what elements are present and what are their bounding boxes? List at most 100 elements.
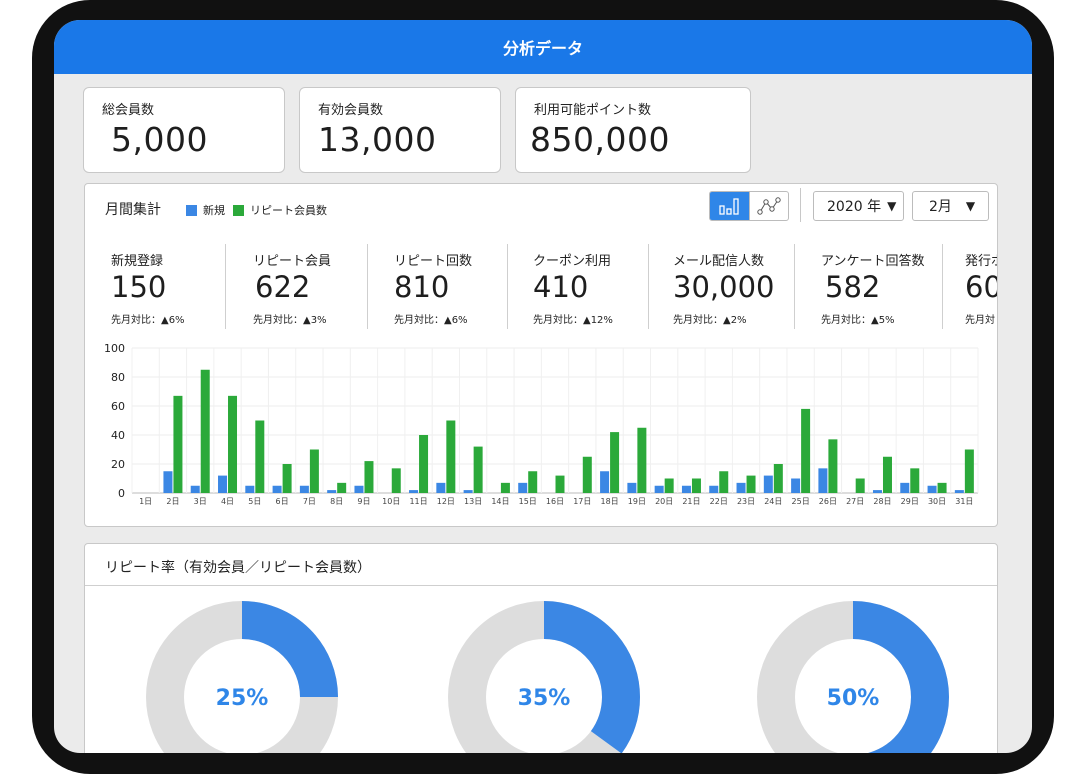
x-tick-label: 27日 [846, 497, 864, 506]
legend-swatch-repeat [233, 204, 244, 216]
bar-repeat [691, 478, 701, 493]
bar-new [763, 475, 773, 493]
summary-value: 13,000 [318, 120, 437, 159]
bar-new [709, 485, 719, 493]
bar-repeat [555, 475, 565, 493]
month-select[interactable]: 2月 ▼ [912, 191, 989, 221]
x-tick-label: 18日 [600, 497, 618, 506]
donut-value-arc [757, 601, 949, 753]
x-tick-label: 31日 [955, 497, 973, 506]
y-tick-label: 0 [118, 487, 125, 500]
legend-label: リピート会員数 [250, 204, 327, 217]
legend-new: 新規 [186, 202, 225, 218]
x-tick-label: 28日 [873, 497, 891, 506]
bar-repeat [964, 449, 974, 493]
monthly-panel: 月間集計 新規 リピート会員数 [84, 183, 998, 527]
metric-value: 810 [394, 270, 450, 304]
x-tick-label: 29日 [901, 497, 919, 506]
summary-label: 有効会員数 [318, 103, 384, 118]
metric-value: 150 [111, 270, 167, 304]
bar-new [681, 485, 691, 493]
bar-repeat [828, 439, 838, 493]
x-tick-label: 21日 [682, 497, 700, 506]
triangle-down-icon: ▼ [887, 199, 897, 213]
bar-new [627, 482, 637, 493]
bar-new [245, 485, 255, 493]
bar-new [409, 490, 419, 493]
metric-divider [225, 244, 226, 329]
line-chart-icon [757, 197, 781, 215]
toolbar-divider [800, 188, 801, 222]
bar-new [463, 490, 473, 493]
x-tick-label: 26日 [819, 497, 837, 506]
metrics-row: 新規登録 150 先月対比：▲6% リピート会員 622 先月対比：▲3% リピ… [85, 244, 997, 329]
bar-repeat [882, 456, 892, 493]
bar-repeat [337, 482, 347, 493]
donut-percent-label: 50% [827, 686, 880, 711]
x-tick-label: 24日 [764, 497, 782, 506]
x-tick-label: 9日 [357, 497, 370, 506]
x-tick-label: 7日 [303, 497, 316, 506]
y-tick-label: 60 [111, 400, 125, 413]
x-tick-label: 16日 [546, 497, 564, 506]
metric-value: 582 [825, 270, 881, 304]
bar-new [818, 468, 828, 493]
bar-chart-button[interactable] [710, 192, 749, 220]
repeat-rate-header: リピート率（有効会員／リピート会員数） [85, 544, 997, 586]
bar-repeat [173, 395, 183, 493]
metric-value: 60 [965, 270, 997, 304]
bar-repeat [937, 482, 947, 493]
metric-divider [794, 244, 795, 329]
bar-repeat [446, 420, 456, 493]
metric-delta: 先月対比：▲6% [394, 315, 468, 326]
legend-swatch-new [186, 204, 197, 216]
bar-new [163, 471, 173, 493]
line-chart-button[interactable] [748, 192, 789, 220]
x-tick-label: 14日 [491, 497, 509, 506]
metric-delta: 先月対比：▲2% [673, 315, 747, 326]
x-tick-label: 25日 [792, 497, 810, 506]
bar-repeat [200, 369, 210, 493]
bar-repeat [419, 435, 429, 493]
metric-divider [648, 244, 649, 329]
metric-delta: 先月対比：▲3% [253, 315, 327, 326]
bar-chart-icon [719, 198, 739, 215]
bar-new [927, 485, 937, 493]
legend-repeat: リピート会員数 [233, 202, 327, 218]
bar-new [954, 490, 964, 493]
summary-card-active-members: 有効会員数 13,000 [299, 87, 501, 173]
x-tick-label: 19日 [628, 497, 646, 506]
bar-new [791, 478, 801, 493]
bar-repeat [473, 446, 483, 493]
x-tick-label: 15日 [519, 497, 537, 506]
bar-repeat [746, 475, 756, 493]
summary-card-total-members: 総会員数 5,000 [83, 87, 285, 173]
donut-value-arc [448, 601, 640, 753]
bar-repeat [855, 478, 865, 493]
metric-label: メール配信人数 [673, 254, 765, 269]
year-select[interactable]: 2020 年 ▼ [813, 191, 904, 221]
metric-label: アンケート回答数 [821, 254, 925, 269]
bar-repeat [637, 427, 647, 493]
summary-card-available-points: 利用可能ポイント数 850,000 [515, 87, 751, 173]
bar-new [900, 482, 910, 493]
y-tick-label: 80 [111, 371, 125, 384]
bar-repeat [801, 408, 811, 493]
x-tick-label: 17日 [573, 497, 591, 506]
metric-value: 410 [533, 270, 589, 304]
metric-delta: 先月対 [965, 315, 995, 326]
monthly-title: 月間集計 [105, 202, 161, 218]
bar-new [518, 482, 528, 493]
x-tick-label: 10日 [382, 497, 400, 506]
x-tick-label: 5日 [248, 497, 261, 506]
bar-new [654, 485, 664, 493]
x-tick-label: 3日 [194, 497, 207, 506]
triangle-down-icon: ▼ [965, 199, 976, 213]
bar-new [327, 490, 337, 493]
y-tick-label: 20 [111, 458, 125, 471]
bar-repeat [664, 478, 674, 493]
x-tick-label: 20日 [655, 497, 673, 506]
metric-value: 622 [255, 270, 311, 304]
month-select-value: 2月 [929, 199, 952, 215]
x-tick-label: 6日 [276, 497, 289, 506]
